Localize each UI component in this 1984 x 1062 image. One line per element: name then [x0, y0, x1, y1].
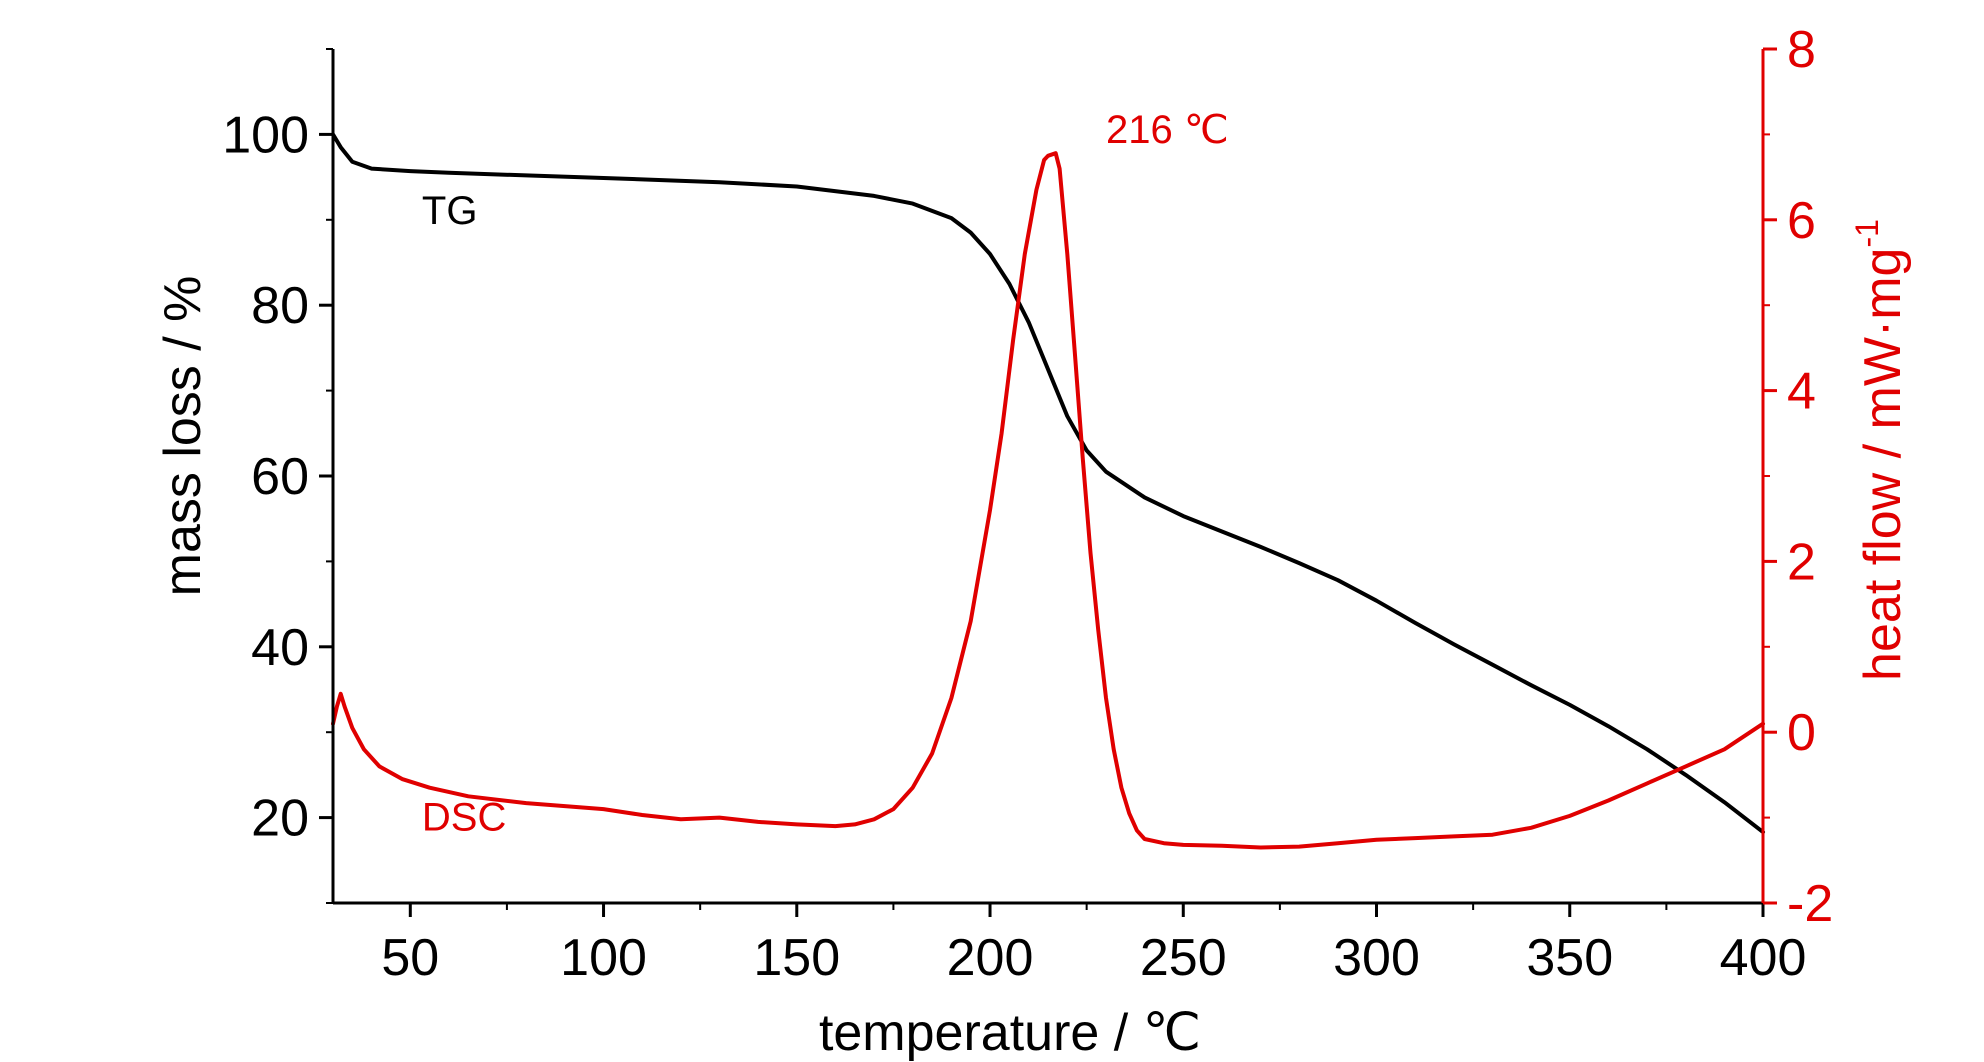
y-right-tick-label: 8	[1787, 21, 1816, 79]
y-right-tick-label: 0	[1787, 704, 1816, 762]
annotation-label: TG	[422, 189, 478, 233]
x-tick-label: 400	[1720, 929, 1807, 987]
y-left-tick-label: 60	[251, 448, 309, 506]
y-right-axis-title-main: heat flow / mW·mg	[1854, 248, 1912, 681]
x-tick-label: 350	[1526, 929, 1613, 987]
tick-labels: 50 100 150 200 250 300 350 400 20 40 60 80 100 -2 0 2 4 6…	[222, 21, 1833, 987]
y-right-axis-title-sup: -1	[1849, 219, 1885, 247]
tg-series-line	[331, 132, 1765, 835]
x-tick-label: 100	[560, 929, 647, 987]
ticks	[319, 47, 1777, 917]
annotations: TG DSC 216 ℃	[422, 108, 1229, 839]
y-right-tick-label: 6	[1787, 192, 1816, 250]
annotation-label: 216 ℃	[1106, 108, 1229, 152]
x-tick-label: 50	[381, 929, 439, 987]
x-tick-label: 300	[1333, 929, 1420, 987]
y-right-tick-label: 4	[1787, 363, 1816, 421]
y-right-axis-title: heat flow / mW·mg-1	[1849, 219, 1912, 681]
y-right-tick-label: -2	[1787, 875, 1833, 933]
annotation-label: DSC	[422, 795, 506, 839]
x-tick-label: 250	[1140, 929, 1227, 987]
dsc-series-line	[331, 151, 1765, 850]
x-tick-label: 200	[947, 929, 1034, 987]
y-right-tick-label: 2	[1787, 533, 1816, 591]
dsc-curve-layer	[331, 151, 1765, 850]
x-axis-title: temperature / ℃	[819, 1004, 1201, 1062]
x-tick-label: 150	[753, 929, 840, 987]
tg-curve-layer	[331, 132, 1765, 835]
y-left-tick-label: 80	[251, 277, 309, 335]
y-left-tick-label: 40	[251, 619, 309, 677]
y-left-axis-title: mass loss / %	[154, 276, 212, 597]
y-left-tick-label: 20	[251, 790, 309, 848]
y-left-tick-label: 100	[222, 106, 309, 164]
